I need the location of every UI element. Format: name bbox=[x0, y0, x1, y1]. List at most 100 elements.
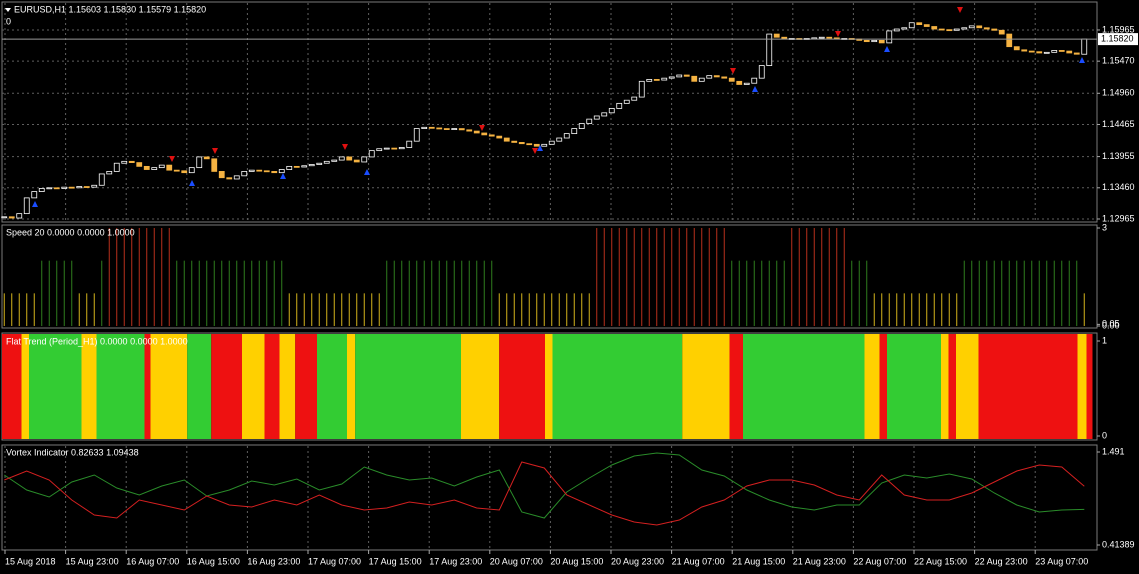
x-tick-label: 23 Aug 07:00 bbox=[1035, 556, 1088, 566]
x-tick-label: 16 Aug 15:00 bbox=[187, 556, 240, 566]
trend-band bbox=[279, 334, 296, 439]
candle bbox=[1081, 38, 1088, 55]
trend-band bbox=[956, 334, 979, 439]
x-tick-label: 21 Aug 15:00 bbox=[732, 556, 785, 566]
candle bbox=[1051, 50, 1058, 53]
x-tick-label: 21 Aug 23:00 bbox=[793, 556, 846, 566]
candle bbox=[136, 162, 143, 167]
buy-arrows bbox=[32, 46, 1085, 207]
x-tick-label: 20 Aug 07:00 bbox=[490, 556, 543, 566]
candle bbox=[766, 33, 773, 66]
candle bbox=[248, 169, 255, 172]
y-tick-label: 1 bbox=[1102, 335, 1107, 345]
candle bbox=[98, 173, 105, 186]
candle bbox=[128, 160, 135, 163]
candle bbox=[608, 108, 615, 114]
pane-title: Vortex Indicator 0.82633 1.09438 bbox=[6, 447, 139, 457]
candle bbox=[121, 160, 128, 164]
candle bbox=[886, 30, 893, 44]
candle bbox=[1013, 46, 1020, 51]
y-tick-label: 1.15965 bbox=[1102, 24, 1135, 34]
trend-band bbox=[948, 334, 956, 439]
candle bbox=[263, 170, 270, 173]
signals bbox=[32, 7, 1085, 207]
candle bbox=[391, 147, 398, 150]
candle bbox=[743, 82, 750, 85]
y-tick-label: 0.41389 bbox=[1102, 539, 1135, 549]
candle bbox=[1058, 50, 1065, 52]
candle bbox=[428, 126, 435, 129]
candle bbox=[8, 216, 15, 219]
buy-arrow bbox=[280, 173, 286, 179]
x-tick-label: 16 Aug 23:00 bbox=[247, 556, 300, 566]
candle bbox=[901, 27, 908, 30]
last-price-label: 1.15820 bbox=[1101, 33, 1134, 43]
candle bbox=[1066, 50, 1073, 54]
candle bbox=[316, 162, 323, 165]
candle bbox=[548, 140, 555, 145]
candle bbox=[488, 134, 495, 137]
candle bbox=[1043, 51, 1050, 54]
pane-frame bbox=[1, 224, 1098, 329]
candle bbox=[113, 162, 120, 172]
candle bbox=[571, 128, 578, 135]
y-tick-label: 1.15470 bbox=[1102, 56, 1135, 66]
candle bbox=[683, 74, 690, 77]
candle bbox=[293, 165, 300, 168]
x-tick-label: 21 Aug 07:00 bbox=[672, 556, 725, 566]
x-tick-label: 16 Aug 07:00 bbox=[126, 556, 179, 566]
candle bbox=[1073, 52, 1080, 55]
candle bbox=[638, 80, 645, 98]
candle bbox=[53, 187, 60, 190]
candle bbox=[676, 74, 683, 78]
y-tick-label: 1.13460 bbox=[1102, 182, 1135, 192]
trend-band bbox=[317, 334, 347, 439]
candle bbox=[1006, 33, 1013, 48]
buy-arrow bbox=[1079, 57, 1085, 63]
sell-arrow bbox=[730, 68, 736, 74]
candle bbox=[706, 75, 713, 79]
trend-band bbox=[682, 334, 730, 439]
candle bbox=[233, 175, 240, 180]
candle bbox=[503, 137, 510, 142]
candle bbox=[511, 140, 518, 143]
candle bbox=[1021, 49, 1028, 52]
x-tick-label: 22 Aug 23:00 bbox=[975, 556, 1028, 566]
candle bbox=[773, 33, 780, 38]
buy-arrow bbox=[884, 46, 890, 52]
candle bbox=[991, 28, 998, 31]
candle bbox=[556, 137, 563, 142]
candle bbox=[758, 65, 765, 79]
candle bbox=[91, 184, 98, 188]
sell-arrow bbox=[835, 31, 841, 37]
candle bbox=[631, 96, 638, 101]
candle bbox=[68, 186, 75, 189]
candle bbox=[76, 186, 83, 189]
y-tick-label: 0 bbox=[1102, 430, 1107, 440]
candle bbox=[563, 133, 570, 139]
trend-band bbox=[347, 334, 356, 439]
trend-band bbox=[355, 334, 461, 439]
candle bbox=[931, 26, 938, 30]
candle bbox=[691, 75, 698, 82]
candle bbox=[38, 188, 45, 192]
buy-arrow bbox=[537, 145, 543, 151]
trend-band bbox=[1086, 334, 1093, 439]
candle bbox=[46, 187, 53, 190]
candle bbox=[16, 213, 23, 219]
candle bbox=[83, 186, 90, 188]
candle bbox=[496, 135, 503, 139]
y-tick-label: 1.491 bbox=[1102, 446, 1125, 456]
candle bbox=[668, 76, 675, 79]
candle bbox=[1036, 51, 1043, 54]
candle bbox=[998, 29, 1005, 35]
candle bbox=[158, 164, 165, 169]
candle bbox=[661, 77, 668, 81]
trend-band bbox=[144, 334, 151, 439]
candle bbox=[698, 77, 705, 82]
y-tick-label: 1.14465 bbox=[1102, 119, 1135, 129]
trend-band bbox=[1077, 334, 1087, 439]
x-tick-label: 17 Aug 15:00 bbox=[369, 556, 422, 566]
